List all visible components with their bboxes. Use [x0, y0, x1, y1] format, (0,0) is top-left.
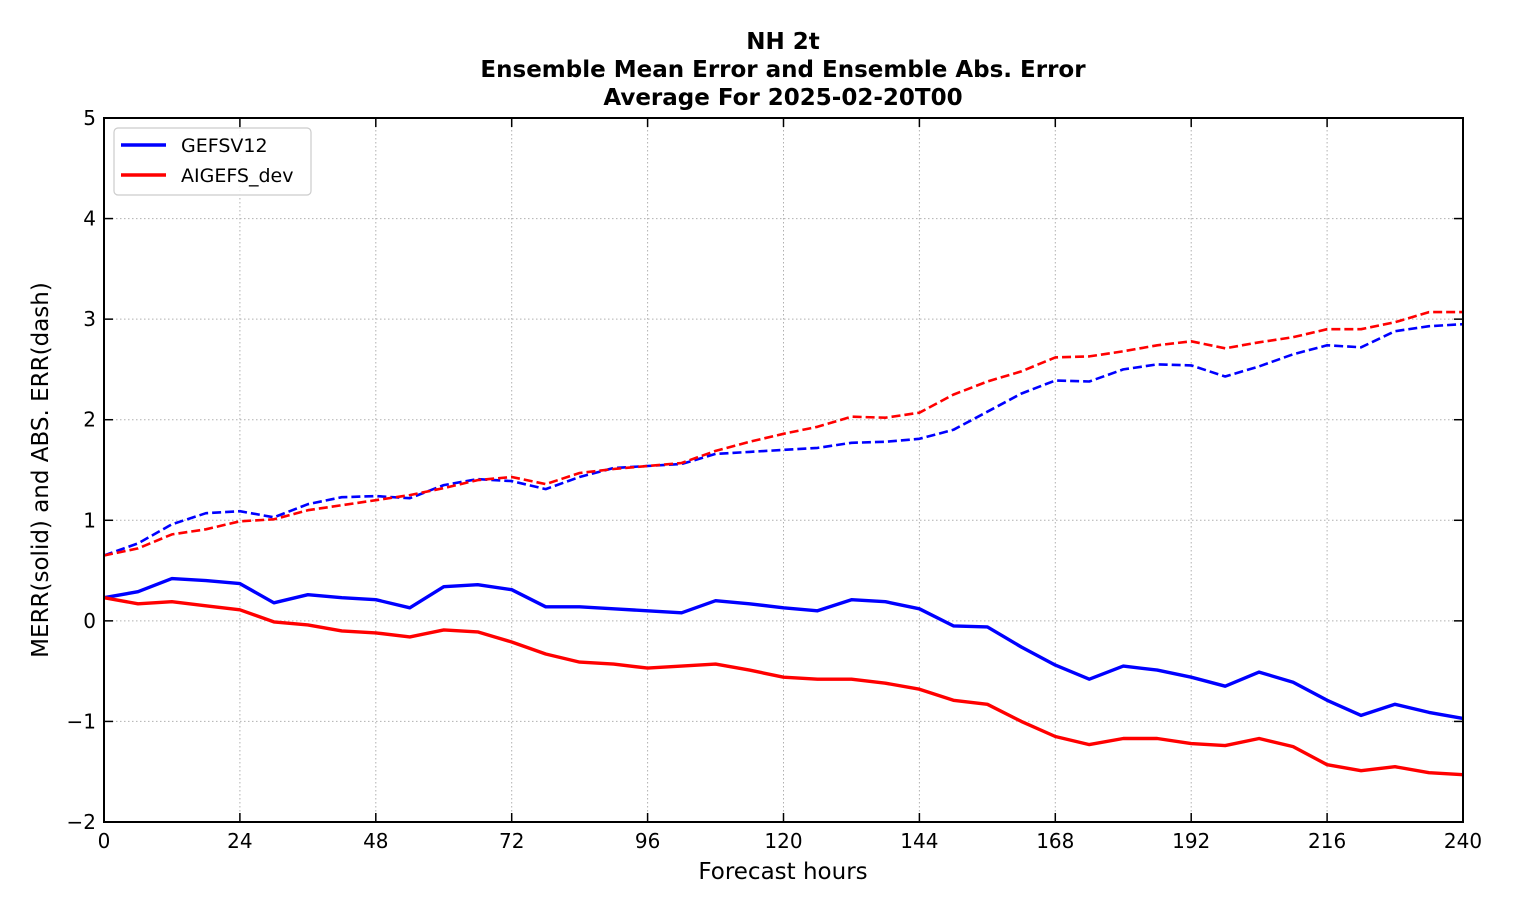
- y-tick-label: −1: [67, 709, 96, 733]
- series-gefsv12-mean-error-line: [103, 576, 1464, 721]
- series-aigefs-dev-abs-error-line: [103, 310, 1463, 557]
- legend: GEFSV12 AIGEFS_dev: [113, 127, 312, 196]
- y-tick-label: 2: [83, 408, 96, 432]
- y-tick-label: 1: [83, 508, 96, 532]
- grid-lines: [104, 118, 1463, 822]
- x-tick-label: 96: [635, 829, 660, 853]
- y-tick-label: 3: [83, 307, 96, 331]
- x-tick-label: 192: [1172, 829, 1210, 853]
- x-tick-label: 120: [764, 829, 802, 853]
- y-tick-label: −2: [67, 810, 96, 834]
- y-tick-label: 0: [83, 609, 96, 633]
- y-tick-label: 4: [83, 207, 96, 231]
- series-gefsv12-abs-error-line: [103, 322, 1464, 557]
- x-tick-label: 48: [363, 829, 388, 853]
- x-tick-label: 240: [1444, 829, 1482, 853]
- x-tick-label: 216: [1308, 829, 1346, 853]
- chart-title-line-1: NH 2t: [746, 29, 820, 55]
- x-tick-label: 72: [499, 829, 524, 853]
- series-aigefs-dev-mean-error-line: [103, 596, 1464, 777]
- chart-title-line-3: Average For 2025-02-20T00: [603, 85, 962, 111]
- y-axis-label: MERR(solid) and ABS. ERR(dash): [28, 282, 54, 658]
- y-tick-label: 5: [83, 106, 96, 130]
- axis-ticks: 0 24 48 72 96 120 144 168 192 216 240 −2 −1 0 1 2 3 4 5: [67, 106, 1483, 853]
- x-tick-label: 0: [98, 829, 111, 853]
- legend-label-gefsv12: GEFSV12: [181, 135, 268, 157]
- x-tick-label: 168: [1036, 829, 1074, 853]
- x-tick-label: 24: [227, 829, 252, 853]
- plot-series: [103, 310, 1464, 777]
- legend-label-aigefs-dev: AIGEFS_dev: [181, 165, 293, 187]
- x-axis-label: Forecast hours: [698, 859, 867, 885]
- chart-title-line-2: Ensemble Mean Error and Ensemble Abs. Er…: [480, 57, 1086, 83]
- x-tick-label: 144: [900, 829, 938, 853]
